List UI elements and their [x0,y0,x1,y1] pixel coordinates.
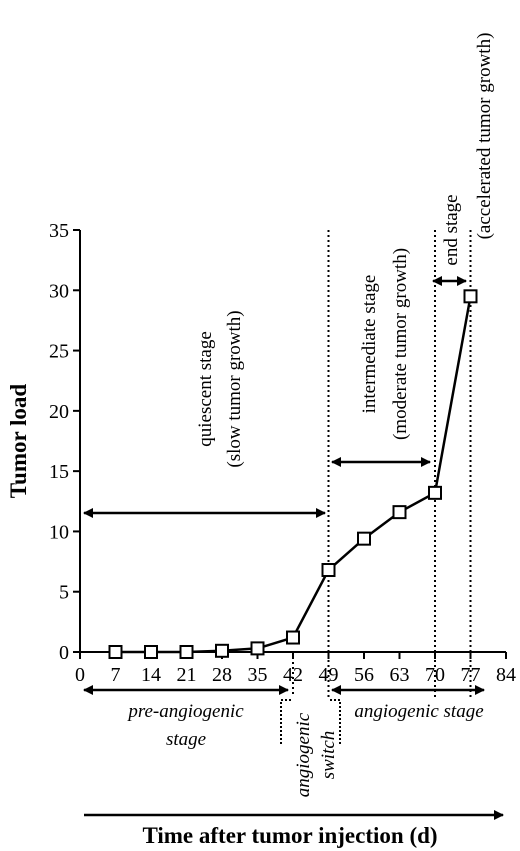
x-tick-label: 42 [283,664,303,686]
x-tick-label: 14 [141,664,161,686]
y-ticks: 0 5 10 15 20 25 30 35 [49,220,80,664]
y-tick-label: 10 [49,521,69,543]
stage-intermediate-line2: (moderate tumor growth) [390,248,411,440]
series [108,289,478,659]
data-point [250,641,265,656]
data-point [144,645,158,659]
x-tick-label: 63 [390,664,410,686]
data-point [357,531,371,546]
x-tick-label: 84 [496,664,516,686]
x-axis-label: Time after tumor injection (d) [142,823,437,848]
y-tick-label: 25 [49,341,69,363]
stage-angiogenic-switch-line2: switch [318,731,339,780]
switch-bracket-left [280,699,291,745]
x-tick-label: 0 [75,664,85,686]
stage-pre-angiogenic: pre-angiogenic stage [83,685,289,750]
stage-angiogenic-label: angiogenic stage [354,701,483,722]
stage-angiogenic-switch-line1: angiogenic [293,712,314,797]
y-tick-label: 35 [49,220,69,242]
switch-bracket-right [330,699,341,745]
data-point [179,645,194,659]
x-ticks: 0 7 14 21 28 35 42 49 56 63 70 77 84 [75,652,516,686]
stage-angiogenic-switch: angiogenic switch [280,699,341,797]
stage-quiescent-line2: (slow tumor growth) [224,310,245,467]
stage-intermediate-line1: intermediate stage [359,275,380,414]
stage-intermediate: intermediate stage (moderate tumor growt… [331,248,431,467]
reference-lines [292,230,472,697]
y-tick-label: 0 [59,642,69,664]
data-point [215,643,229,658]
stage-pre-angiogenic-line1: pre-angiogenic [126,701,244,722]
series-line [115,296,472,654]
stage-end-line2: (accelerated tumor growth) [474,33,495,240]
data-point [428,485,442,500]
data-point [321,563,336,578]
stage-end-line1: end stage [441,194,462,265]
data-point [463,289,478,304]
x-tick-label: 7 [111,664,121,686]
y-tick-label: 5 [59,582,69,604]
y-axis-label: Tumor load [6,384,31,499]
stage-pre-angiogenic-line2: stage [166,729,206,750]
x-tick-label: 28 [212,664,232,686]
data-point [108,645,123,659]
x-tick-label: 35 [248,664,268,686]
stage-quiescent: quiescent stage (slow tumor growth) [83,310,326,518]
stage-angiogenic: angiogenic stage [331,685,485,722]
x-tick-label: 56 [354,664,374,686]
x-tick-label: 21 [177,664,197,686]
y-tick-label: 20 [49,401,69,423]
y-tick-label: 30 [49,280,69,302]
data-point [286,630,300,645]
stage-quiescent-line1: quiescent stage [195,331,216,447]
y-tick-label: 15 [49,461,69,483]
stage-end: end stage (accelerated tumor growth) [432,33,495,286]
data-point [392,505,407,520]
